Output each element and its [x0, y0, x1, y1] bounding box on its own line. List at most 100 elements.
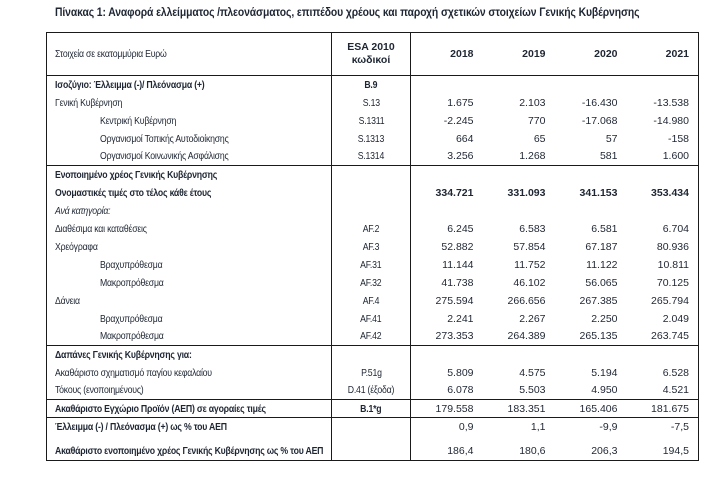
- row-label: Ισοζύγιο: Έλλειμμα (-)/ Πλεόνασμα (+): [55, 78, 205, 91]
- row-esa-code: S.13: [362, 96, 380, 109]
- row-value-2020: -9,9: [599, 420, 618, 433]
- row-esa-code: AF.42: [360, 330, 382, 343]
- table-row: Ακαθάριστο Εγχώριο Προϊόν (ΑΕΠ) σε αγορα…: [46, 399, 699, 418]
- row-label-cell: Ονομαστικές τιμές στο τέλος κάθε έτους: [46, 183, 332, 202]
- row-value-2018: 6.245: [447, 222, 474, 235]
- row-esa-code-cell: S.1314: [331, 147, 411, 166]
- header-esa-line2: κωδικοί: [351, 54, 391, 66]
- row-value-2019: 264.389: [482, 327, 555, 346]
- row-value-2021: 2.049: [662, 312, 689, 325]
- table-row: Βραχυπρόθεσμα AF.31 11.144 11.752 11.122 10.8…: [46, 255, 699, 274]
- row-esa-code: P.51g: [360, 366, 382, 379]
- row-value-2021: -158: [667, 132, 689, 145]
- row-esa-code-cell: AF.31: [331, 255, 411, 274]
- table-row: Δάνεια AF.4 275.594 266.656 267.385 265.794: [46, 291, 699, 310]
- header-year-2018: 2018: [410, 32, 483, 76]
- row-value-2018: 0,9: [458, 420, 474, 433]
- spacer-row: [46, 435, 699, 443]
- row-value-2019: 46.102: [513, 276, 546, 289]
- row-value-2018: 1.675: [447, 96, 474, 109]
- row-label-cell: Ακαθάριστο ενοποιημένο χρέος Γενικής Κυβ…: [46, 442, 332, 461]
- row-label-cell: Οργανισμοί Κοινωνικής Ασφάλισης: [46, 147, 332, 166]
- row-label-cell: Δάνεια: [46, 291, 332, 310]
- row-value-2019: [483, 202, 555, 220]
- row-label: Βραχυπρόθεσμα: [100, 258, 163, 271]
- row-value-2019: 11.752: [514, 258, 546, 271]
- row-label-cell: Χρεόγραφα: [46, 237, 332, 256]
- row-value-2019: 5.503: [482, 381, 555, 400]
- table-row: Κεντρική Κυβέρνηση S.1311 -2.245 770 -17.068…: [46, 111, 699, 130]
- row-value-2018: 2.241: [447, 312, 474, 325]
- row-value-2020: [555, 202, 627, 220]
- table-row: Μακροπρόθεσμα AF.42 273.353 264.389 265.135 2…: [46, 327, 699, 346]
- row-value-2020: 11.122: [586, 258, 618, 271]
- row-value-2019: 1.268: [482, 147, 555, 166]
- row-label: Ονομαστικές τιμές στο τέλος κάθε έτους: [55, 186, 212, 199]
- row-value-2021: 6.528: [662, 366, 689, 379]
- row-label-cell: Τόκους (ενοποιημένους): [46, 381, 332, 400]
- table-row: Μακροπρόθεσμα AF.32 41.738 46.102 56.065 70.1…: [46, 273, 699, 292]
- header-esa-line1: ESA 2010: [347, 41, 395, 53]
- row-esa-code: AF.3: [362, 240, 380, 253]
- row-esa-code-cell: D.41 (έξοδα): [331, 381, 411, 400]
- row-value-2021: -14.980: [653, 114, 689, 127]
- row-value-2020: 2.250: [591, 312, 618, 325]
- table-row: Έλλειμμα (-) / Πλεόνασμα (+) ως % του ΑΕ…: [46, 417, 699, 436]
- row-esa-code-cell: [331, 417, 411, 436]
- row-esa-code-cell: AF.32: [331, 273, 411, 292]
- row-value-2019: [483, 346, 555, 364]
- table-row: Ακαθάριστο ενοποιημένο χρέος Γενικής Κυβ…: [46, 442, 699, 461]
- table-row: Οργανισμοί Τοπικής Αυτοδιοίκησης S.1313 66…: [46, 129, 699, 148]
- row-label-cell: Ακαθάριστο σχηματισμό παγίου κεφαλαίου: [46, 363, 332, 382]
- row-label: Οργανισμοί Τοπικής Αυτοδιοίκησης: [100, 132, 229, 145]
- row-label-cell: Διαθέσιμα και καταθέσεις: [46, 219, 332, 238]
- row-esa-code: S.1311: [358, 114, 384, 127]
- row-label-cell: Γενική Κυβέρνηση: [46, 93, 332, 112]
- row-esa-code: AF.4: [362, 294, 380, 307]
- row-value-2019: 65: [533, 132, 546, 145]
- row-label: Κεντρική Κυβέρνηση: [100, 114, 177, 127]
- table-row: Ονομαστικές τιμές στο τέλος κάθε έτους 33…: [46, 183, 699, 202]
- row-value-2020: 341.153: [579, 186, 618, 199]
- row-label-cell: Ισοζύγιο: Έλλειμμα (-)/ Πλεόνασμα (+): [46, 75, 332, 94]
- row-value-2020: 206,3: [591, 445, 618, 458]
- row-label: Ακαθάριστο σχηματισμό παγίου κεφαλαίου: [55, 366, 212, 379]
- row-esa-code-cell: B.1*g: [331, 399, 411, 418]
- spacer-cell: [411, 436, 699, 443]
- row-value-2018: [411, 166, 483, 184]
- row-value-2018: 334.721: [435, 186, 474, 199]
- row-label-cell: Ανά κατηγορία:: [46, 201, 332, 220]
- header-esa-code: ESA 2010 κωδικοί: [331, 32, 411, 76]
- row-label: Δαπάνες Γενικής Κυβέρνησης για:: [55, 348, 192, 361]
- row-label: Βραχυπρόθεσμα: [100, 312, 163, 325]
- row-label-cell: Ακαθάριστο Εγχώριο Προϊόν (ΑΕΠ) σε αγορα…: [46, 399, 332, 418]
- row-label-cell: Κεντρική Κυβέρνηση: [46, 111, 332, 130]
- row-value-2018: 275.594: [435, 294, 474, 307]
- row-value-2020: -16.430: [581, 96, 618, 109]
- row-esa-code: S.1314: [357, 150, 385, 163]
- row-label: Ακαθάριστο ενοποιημένο χρέος Γενικής Κυβ…: [55, 445, 324, 458]
- row-esa-code: AF.32: [360, 276, 382, 289]
- row-value-2021: 1.600: [626, 147, 699, 166]
- header-year-2019: 2019: [482, 32, 555, 76]
- header-units-label: Στοιχεία σε εκατομμύρια Ευρώ: [46, 32, 332, 76]
- row-value-2021: [627, 346, 699, 364]
- row-esa-code-cell: AF.42: [331, 327, 411, 346]
- row-value-2020: 57: [605, 132, 618, 145]
- row-value-2019: 57.854: [513, 240, 546, 253]
- row-value-2018: 5.809: [447, 366, 474, 379]
- row-value-2021: [627, 76, 699, 94]
- row-esa-code-cell: P.51g: [331, 363, 411, 382]
- row-label: Ενοποιημένο χρέος Γενικής Κυβέρνησης: [55, 168, 218, 181]
- row-value-2019: 2.103: [519, 96, 546, 109]
- row-value-2018: 179.558: [410, 399, 483, 418]
- deficit-debt-table: Στοιχεία σε εκατομμύρια Ευρώ ESA 2010 κω…: [46, 32, 699, 461]
- row-label-cell: Δαπάνες Γενικής Κυβέρνησης για:: [46, 345, 332, 364]
- row-value-2020: -17.068: [581, 114, 618, 127]
- table-row: Ενοποιημένο χρέος Γενικής Κυβέρνησης: [46, 165, 699, 184]
- row-esa-code: AF.2: [362, 222, 380, 235]
- row-value-2019: 4.575: [519, 366, 546, 379]
- row-value-2019: 183.351: [482, 399, 555, 418]
- row-value-2019: 770: [527, 114, 546, 127]
- row-value-2018: 52.882: [441, 240, 474, 253]
